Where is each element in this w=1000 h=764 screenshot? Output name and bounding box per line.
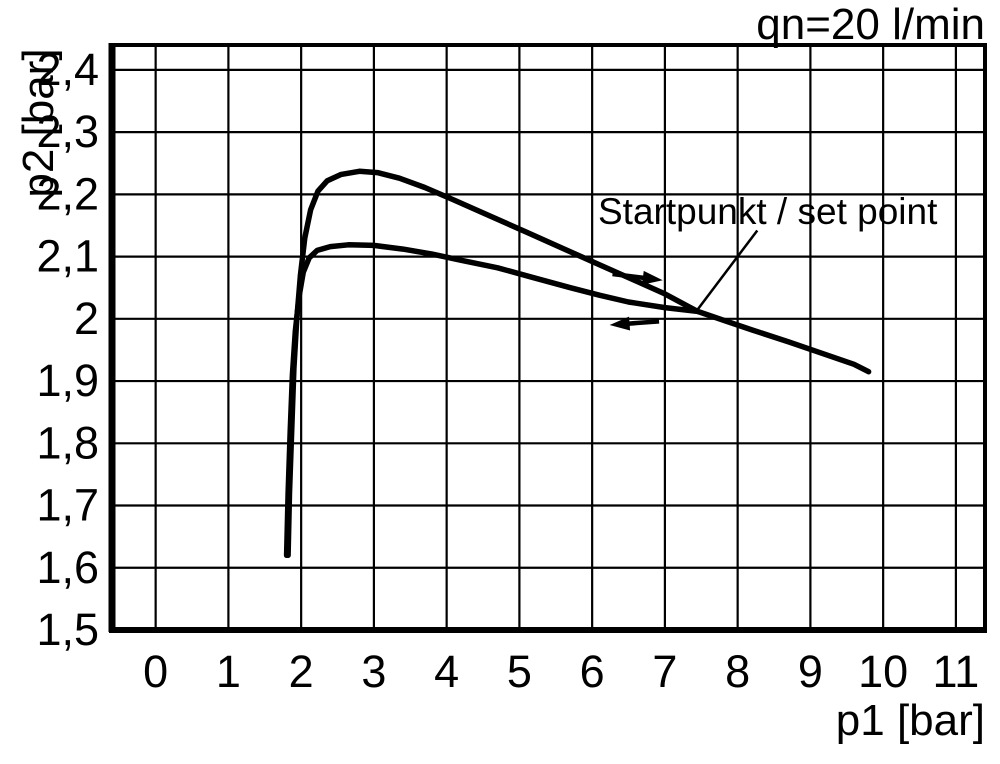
grid-lines (112, 45, 985, 632)
plot-border (108, 43, 987, 633)
y-axis-label: p2 [bar] (14, 48, 63, 198)
set-point-leader-line (696, 229, 759, 311)
svg-text:2: 2 (289, 646, 314, 697)
svg-text:11: 11 (933, 646, 980, 697)
svg-text:2,1: 2,1 (36, 231, 99, 282)
direction-arrow-right (612, 270, 663, 285)
svg-text:9: 9 (798, 646, 823, 697)
lower-hysteresis-branch (283, 242, 701, 559)
svg-text:0: 0 (143, 646, 168, 697)
y-tick-labels: 1,5 1,6 1,7 1,8 1,9 2 2,1 2,2 2,3 2,4 (36, 44, 99, 655)
flow-rate-label: qn=20 l/min (756, 0, 985, 49)
svg-text:2,4: 2,4 (36, 44, 99, 95)
svg-text:2: 2 (74, 293, 99, 344)
svg-text:2,3: 2,3 (36, 106, 99, 157)
set-point-annotation: Startpunkt / set point (598, 191, 938, 232)
svg-text:1: 1 (216, 646, 241, 697)
svg-text:1,7: 1,7 (36, 480, 99, 531)
svg-text:7: 7 (652, 646, 677, 697)
direction-arrow-left (609, 316, 660, 331)
x-tick-labels: 0 1 2 3 4 5 6 7 8 9 10 11 (143, 646, 979, 697)
svg-text:4: 4 (434, 646, 459, 697)
svg-text:1,6: 1,6 (36, 542, 99, 593)
svg-text:10: 10 (858, 646, 908, 697)
svg-text:1,9: 1,9 (36, 355, 99, 406)
svg-text:5: 5 (507, 646, 532, 697)
svg-text:2,2: 2,2 (36, 168, 99, 219)
svg-text:1,8: 1,8 (36, 417, 99, 468)
svg-text:3: 3 (361, 646, 386, 697)
svg-text:8: 8 (725, 646, 750, 697)
x-axis-label: p1 [bar] (835, 696, 985, 745)
svg-text:6: 6 (580, 646, 605, 697)
svg-text:1,5: 1,5 (36, 604, 99, 655)
